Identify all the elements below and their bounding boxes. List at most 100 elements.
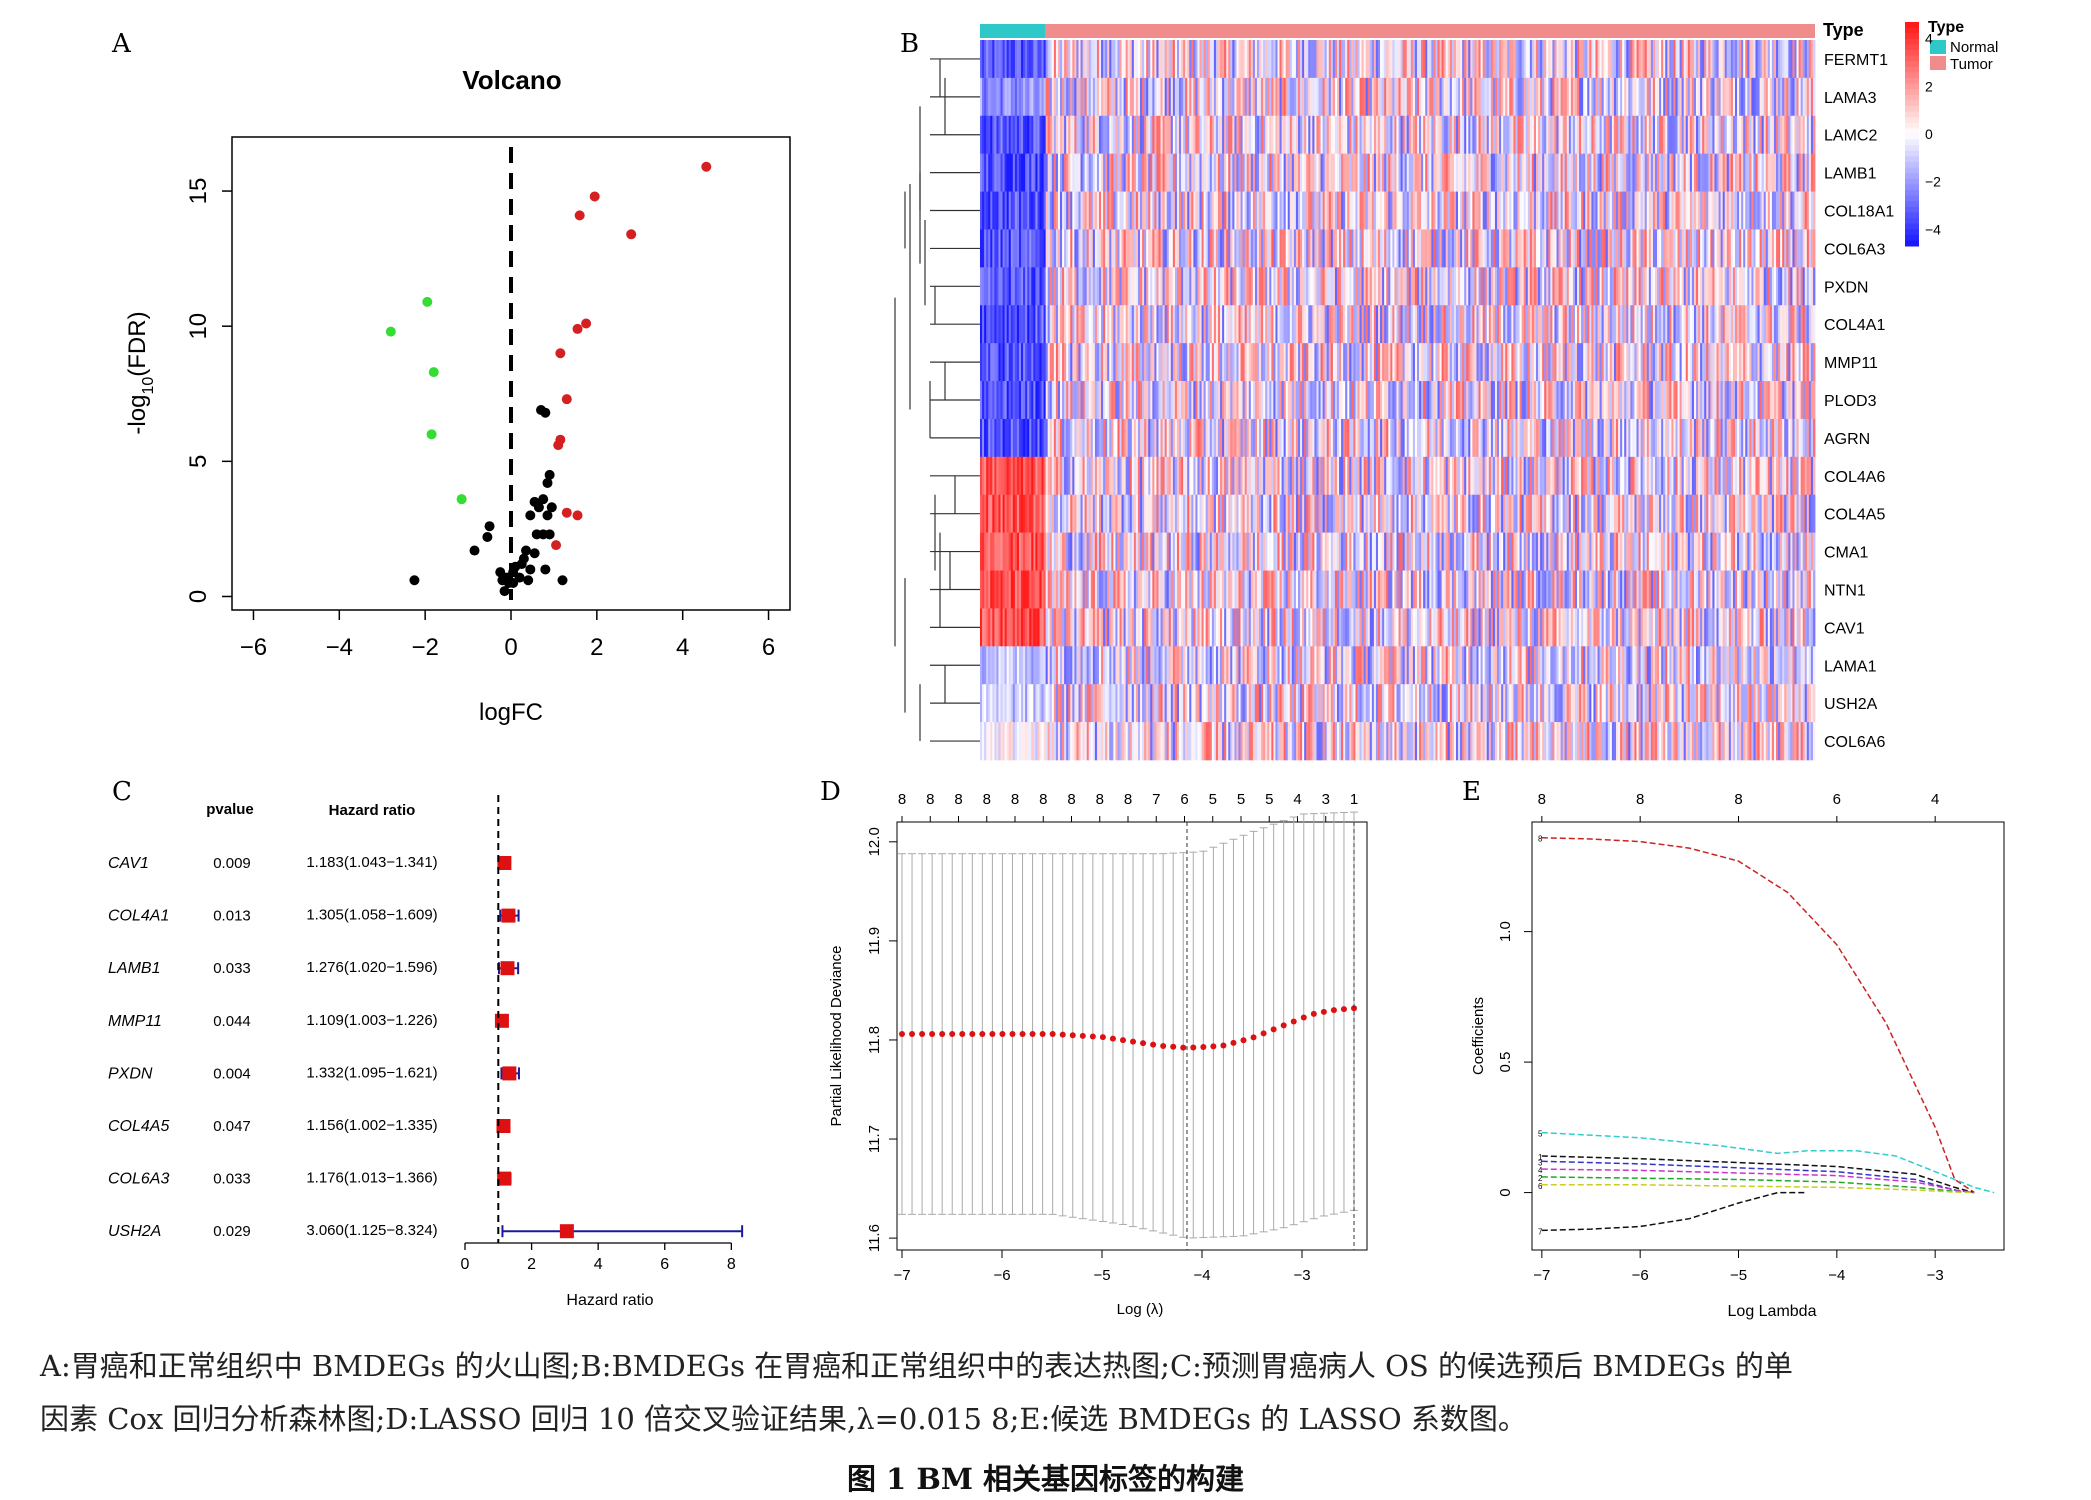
heatmap-cell	[1302, 153, 1305, 192]
heatmap-cell	[1521, 229, 1525, 268]
heatmap-cell	[1398, 343, 1401, 382]
heatmap-cell	[1741, 418, 1744, 458]
heatmap-cell	[1332, 153, 1336, 192]
heatmap-cell	[1755, 305, 1758, 344]
heatmap-cell	[1185, 77, 1188, 117]
heatmap-cell	[1665, 40, 1668, 79]
heatmap-cell	[1090, 381, 1094, 420]
heatmap-cell	[1121, 418, 1125, 458]
heatmap-cell	[1035, 456, 1038, 496]
heatmap-cell	[1765, 305, 1769, 344]
heatmap-cell	[1416, 381, 1420, 420]
heatmap-cell	[1679, 267, 1683, 306]
heatmap-cell	[1535, 381, 1539, 420]
heatmap-cell	[1006, 153, 1010, 192]
heatmap-cell	[1427, 267, 1430, 306]
volcano-point-up	[551, 540, 562, 551]
heatmap-cell	[1123, 40, 1127, 79]
heatmap-cell	[1685, 456, 1689, 496]
heatmap-cell	[1306, 191, 1309, 230]
volcano-point-up	[626, 229, 637, 240]
heatmap-cell	[1691, 381, 1695, 420]
heatmap-cell	[1511, 77, 1514, 117]
heatmap-cell	[1585, 229, 1588, 268]
heatmap-cell	[1455, 267, 1459, 306]
heatmap-cell	[1499, 343, 1502, 382]
heatmap-cell	[1361, 115, 1365, 154]
heatmap-cell	[1700, 77, 1703, 117]
heatmap-cell	[1242, 418, 1246, 458]
heatmap-cell	[1031, 191, 1034, 230]
heatmap-cell	[1439, 153, 1443, 192]
heatmap-cell	[1419, 381, 1422, 420]
heatmap-cell	[1230, 229, 1233, 268]
heatmap-cell	[1439, 115, 1443, 154]
heatmap-cell	[1739, 191, 1742, 230]
heatmap-cell	[1521, 191, 1525, 230]
heatmap-cell	[1780, 229, 1783, 268]
heatmap-cell	[1236, 191, 1239, 230]
heatmap-cell	[1439, 343, 1443, 382]
heatmap-cell	[1117, 305, 1120, 344]
heatmap-cell	[1691, 115, 1695, 154]
heatmap-cell	[1049, 381, 1053, 420]
heatmap-cell	[1579, 115, 1582, 154]
heatmap-cell	[1480, 115, 1484, 154]
heatmap-cell	[1728, 77, 1732, 117]
heatmap-cell	[1511, 229, 1514, 268]
heatmap-cell	[1006, 77, 1010, 117]
heatmap-cell	[1018, 305, 1022, 344]
heatmap-cell	[1800, 418, 1804, 458]
heatmap-cell	[1242, 191, 1246, 230]
panel-label-a: A	[111, 29, 132, 59]
volcano-point-up	[572, 323, 583, 334]
heatmap-cell	[1320, 77, 1324, 117]
heatmap-cell	[1332, 267, 1336, 306]
heatmap-cell	[1773, 191, 1777, 230]
heatmap-cell	[1308, 77, 1311, 117]
heatmap-cell	[1642, 77, 1646, 117]
heatmap-cell	[1527, 305, 1531, 344]
heatmap-cell	[1189, 305, 1192, 344]
heatmap-cell	[996, 456, 999, 496]
heatmap-cell	[1217, 456, 1221, 496]
heatmap-cell	[1014, 229, 1018, 268]
heatmap-cell	[1246, 267, 1250, 306]
heatmap-cell	[1068, 456, 1071, 496]
heatmap-cell	[1312, 191, 1315, 230]
heatmap-cell	[1193, 191, 1196, 230]
heatmap-cell	[1123, 267, 1127, 306]
heatmap-cell	[1326, 191, 1330, 230]
heatmap-cell	[1634, 191, 1637, 230]
heatmap-cell	[996, 229, 999, 268]
heatmap-cell	[1743, 343, 1746, 382]
heatmap-cell	[1271, 343, 1274, 382]
heatmap-cell	[1302, 267, 1305, 306]
heatmap-cell	[1152, 77, 1155, 117]
heatmap-cell	[1150, 381, 1153, 420]
heatmap-cell	[1094, 191, 1098, 230]
heatmap-cell	[1554, 191, 1557, 230]
heatmap-cell	[1298, 305, 1301, 344]
heatmap-cell	[1620, 381, 1623, 420]
heatmap-cell	[1669, 77, 1672, 117]
heatmap-cell	[1778, 305, 1781, 344]
heatmap-cell	[1618, 115, 1621, 154]
heatmap-cell	[1505, 267, 1508, 306]
heatmap-cell	[1546, 343, 1549, 382]
heatmap-cell	[1433, 40, 1436, 79]
heatmap-cell	[984, 343, 987, 382]
heatmap-cell	[1402, 343, 1406, 382]
heatmap-cell	[1312, 40, 1315, 79]
heatmap-cell	[1396, 40, 1399, 79]
heatmap-cell	[1734, 153, 1738, 192]
heatmap-cell	[1794, 191, 1797, 230]
heatmap-cell	[1217, 153, 1221, 192]
heatmap-cell	[1343, 343, 1346, 382]
heatmap-cell	[1144, 77, 1147, 117]
heatmap-cell	[1076, 418, 1079, 458]
heatmap-cell	[1408, 153, 1412, 192]
heatmap-cell	[996, 418, 999, 458]
heatmap-cell	[1784, 229, 1787, 268]
heatmap-cell	[1743, 305, 1746, 344]
